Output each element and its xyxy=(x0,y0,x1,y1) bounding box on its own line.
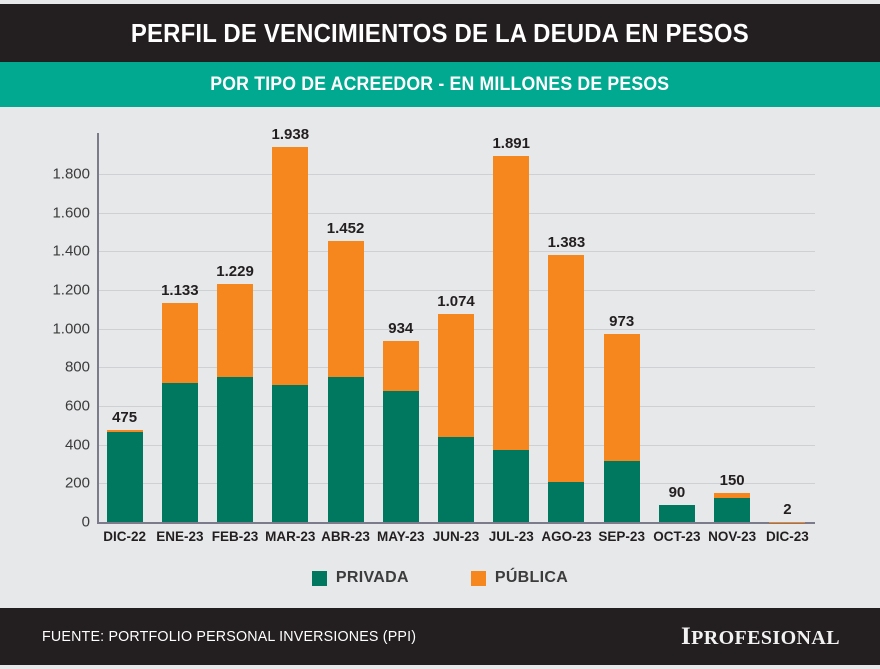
x-axis-tick-label: ENE-23 xyxy=(156,529,204,544)
y-axis-tick-label: 0 xyxy=(81,513,90,531)
x-axis-tick-label: AGO-23 xyxy=(541,529,592,544)
bar-value-label: 934 xyxy=(388,320,414,338)
iprofesional-logo: IPROFESIONAL xyxy=(681,623,840,651)
y-axis-line xyxy=(97,133,99,522)
bar-stack[interactable]: 90 xyxy=(658,484,695,522)
x-axis-tick-label: NOV-23 xyxy=(708,529,757,544)
page-title: PERFIL DE VENCIMIENTOS DE LA DEUDA EN PE… xyxy=(131,17,749,48)
bar-value-label: 1.383 xyxy=(547,233,586,251)
bar-stack[interactable]: 150 xyxy=(714,472,751,522)
bar-series-container: 475 1.133 1.229 1.938 1.452 934 1.074 1.891 1.38… xyxy=(97,126,815,522)
bar-segment-privada[interactable] xyxy=(327,377,364,522)
chart-legend: PRIVADA PÚBLICA xyxy=(0,569,880,587)
y-axis-labels: 0 200 400 600 800 1.000 1.200 1.400 1.600 1.800 xyxy=(28,133,127,531)
x-axis-tick-label: JUN-23 xyxy=(432,529,480,544)
bar-stack[interactable]: 1.383 xyxy=(548,234,585,522)
chart-area: 0 200 400 600 800 1.000 1.200 1.400 1.600 1.800 4… xyxy=(0,107,880,600)
bar-segment-publica[interactable] xyxy=(493,156,530,450)
y-axis-tick-label: 1.000 xyxy=(52,320,90,338)
bar-stack[interactable]: 475 xyxy=(106,409,143,522)
bar-segment-privada[interactable] xyxy=(106,431,143,522)
x-axis-tick-label: FEB-23 xyxy=(211,529,259,544)
x-axis-tick-label: MAY-23 xyxy=(377,529,425,544)
x-axis-tick-label: DIC-22 xyxy=(103,529,146,544)
legend-label: PÚBLICA xyxy=(494,569,569,586)
gridline xyxy=(97,174,815,175)
x-axis-tick-label: OCT-23 xyxy=(653,529,701,544)
bar-stack[interactable]: 973 xyxy=(603,313,640,522)
x-axis-tick-label: SEP-23 xyxy=(598,529,645,544)
header-title-bar: PERFIL DE VENCIMIENTOS DE LA DEUDA EN PE… xyxy=(0,4,880,62)
bar-segment-publica[interactable] xyxy=(603,333,640,461)
bar-segment-publica[interactable] xyxy=(327,241,364,377)
bar-stack[interactable]: 1.891 xyxy=(492,135,530,522)
bar-stack[interactable]: 1.229 xyxy=(216,263,254,522)
bar-value-label: 150 xyxy=(719,472,745,489)
y-axis-tick-label: 1.800 xyxy=(52,165,90,183)
bar-segment-privada[interactable] xyxy=(217,376,254,522)
bar-segment-publica[interactable] xyxy=(161,302,198,383)
bar-segment-privada[interactable] xyxy=(272,384,309,522)
bar-value-label: 1.891 xyxy=(492,135,530,153)
bar-segment-privada[interactable] xyxy=(603,460,640,522)
legend-item[interactable]: PÚBLICA xyxy=(470,569,569,587)
y-axis-tick-label: 200 xyxy=(64,474,90,492)
bar-segment-privada[interactable] xyxy=(658,504,695,522)
y-axis-tick-label: 400 xyxy=(64,436,90,454)
bar-value-label: 973 xyxy=(609,312,635,330)
logo-rest: PROFESIONAL xyxy=(691,626,840,649)
legend-swatch-icon xyxy=(311,570,327,586)
bar-stack[interactable]: 1.074 xyxy=(437,293,475,522)
bar-segment-privada[interactable] xyxy=(493,449,530,522)
gridline xyxy=(97,212,815,214)
x-axis-line xyxy=(97,522,815,524)
bar-segment-publica[interactable] xyxy=(548,254,585,483)
x-axis-tick-label: ABR-23 xyxy=(321,529,370,544)
x-axis-tick-label: MAR-23 xyxy=(265,529,316,544)
bar-segment-publica[interactable] xyxy=(382,341,419,392)
bar-segment-privada[interactable] xyxy=(548,482,585,522)
y-axis-tick-label: 1.200 xyxy=(52,281,90,299)
bar-value-label: 1.938 xyxy=(271,126,310,144)
x-axis-tick-label: DIC-23 xyxy=(765,529,809,544)
header-subtitle-bar: POR TIPO DE ACREEDOR - EN MILLONES DE PE… xyxy=(0,62,880,107)
page-subtitle: POR TIPO DE ACREEDOR - EN MILLONES DE PE… xyxy=(210,73,670,95)
gridline xyxy=(97,290,815,291)
logo-lead-letter: I xyxy=(680,622,692,650)
gridline xyxy=(97,251,815,253)
bar-stack[interactable]: 934 xyxy=(382,320,419,522)
source-note: FUENTE: PORTFOLIO PERSONAL INVERSIONES (… xyxy=(42,628,417,645)
bar-segment-publica[interactable] xyxy=(714,493,751,499)
bar-value-label: 1.074 xyxy=(437,293,475,311)
bar-value-label: 475 xyxy=(112,409,138,427)
bar-segment-privada[interactable] xyxy=(714,498,751,522)
bar-value-label: 1.452 xyxy=(326,220,365,238)
bar-value-label: 1.229 xyxy=(216,263,254,281)
x-axis-tick-label: JUL-23 xyxy=(488,529,534,544)
bar-stack[interactable]: 1.938 xyxy=(272,126,309,522)
bar-segment-publica[interactable] xyxy=(106,430,143,432)
y-axis-tick-label: 1.600 xyxy=(52,204,90,222)
footer-bar: FUENTE: PORTFOLIO PERSONAL INVERSIONES (… xyxy=(0,608,880,665)
legend-item[interactable]: PRIVADA xyxy=(311,569,409,587)
y-axis-tick-label: 800 xyxy=(64,358,90,376)
y-axis-tick-label: 1.400 xyxy=(52,242,90,260)
bar-value-label: 90 xyxy=(668,483,686,501)
bar-segment-publica[interactable] xyxy=(217,284,254,377)
bar-segment-publica[interactable] xyxy=(438,314,474,437)
bar-stack[interactable]: 1.133 xyxy=(161,282,199,522)
bar-value-label: 2 xyxy=(783,500,792,518)
y-axis-tick-label: 600 xyxy=(64,397,90,415)
bar-segment-privada[interactable] xyxy=(161,382,198,522)
legend-label: PRIVADA xyxy=(335,569,409,586)
bar-segment-privada[interactable] xyxy=(438,436,474,522)
legend-swatch-icon xyxy=(470,570,486,586)
bar-segment-privada[interactable] xyxy=(382,391,419,522)
bar-stack[interactable]: 1.452 xyxy=(327,220,364,522)
bar-value-label: 1.133 xyxy=(161,281,199,299)
bar-segment-publica[interactable] xyxy=(272,147,309,385)
